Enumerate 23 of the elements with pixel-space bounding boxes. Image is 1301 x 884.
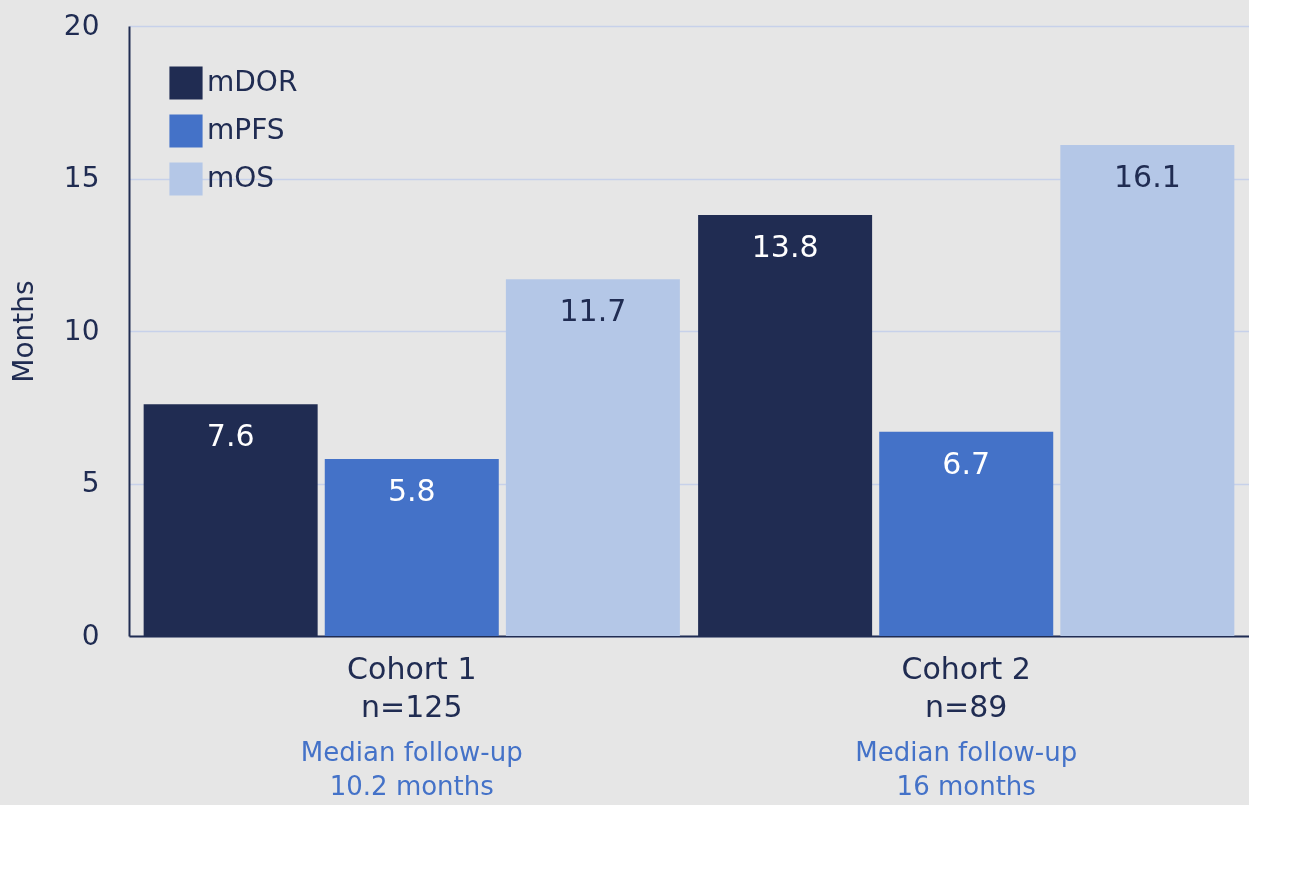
text: Median follow-up 10.2 months bbox=[300, 737, 523, 801]
data-label: 11.7 bbox=[559, 293, 627, 329]
y-axis-title: Months bbox=[6, 280, 40, 383]
data-label: 7.6 bbox=[206, 418, 255, 454]
legend-label: mOS bbox=[207, 161, 275, 194]
bar bbox=[324, 459, 499, 636]
x-tick-label: Cohort 2 n=89 bbox=[901, 650, 1031, 724]
bar bbox=[505, 279, 680, 636]
bar bbox=[879, 431, 1054, 636]
legend-label: mDOR bbox=[207, 65, 298, 98]
y-tick-label: 20 bbox=[63, 8, 100, 42]
data-label: 6.7 bbox=[942, 445, 991, 481]
text: Median follow-up 16 months bbox=[855, 737, 1078, 801]
bar bbox=[1060, 144, 1235, 636]
x-tick-label: Cohort 1 n=125 bbox=[347, 650, 477, 724]
legend-label: mPFS bbox=[207, 113, 285, 146]
y-tick-label: 5 bbox=[81, 466, 100, 499]
y-tick-label: 10 bbox=[63, 313, 100, 347]
data-label: 13.8 bbox=[751, 229, 819, 265]
y-tick-label: 15 bbox=[63, 161, 100, 194]
y-tick-label: 0 bbox=[81, 618, 100, 652]
data-label: 5.8 bbox=[387, 473, 436, 509]
data-label: 16.1 bbox=[1113, 158, 1181, 194]
